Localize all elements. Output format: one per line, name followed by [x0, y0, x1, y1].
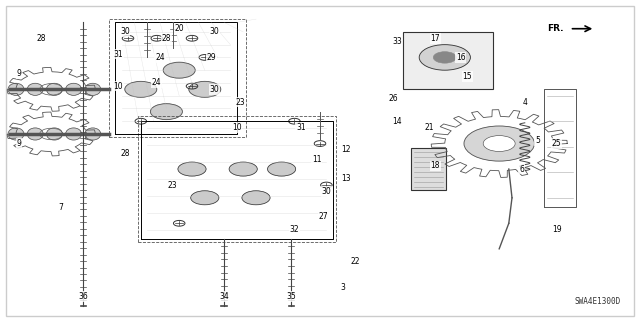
Text: 36: 36: [78, 292, 88, 301]
Text: 31: 31: [296, 123, 306, 132]
Text: 15: 15: [462, 72, 472, 81]
Text: 26: 26: [388, 94, 399, 103]
Text: 4: 4: [522, 98, 527, 107]
Text: 16: 16: [456, 53, 466, 62]
Text: 10: 10: [113, 82, 124, 91]
Text: 10: 10: [232, 123, 242, 132]
Text: 9: 9: [17, 69, 22, 78]
Text: 28: 28: [120, 149, 129, 158]
Text: 3: 3: [340, 283, 345, 292]
Text: 24: 24: [155, 53, 165, 62]
Circle shape: [150, 104, 182, 120]
Text: 22: 22: [351, 257, 360, 266]
Text: 34: 34: [219, 292, 229, 301]
Bar: [403, 32, 493, 89]
Text: 33: 33: [392, 37, 402, 46]
Text: 25: 25: [552, 139, 562, 148]
Text: 35: 35: [286, 292, 296, 301]
Ellipse shape: [84, 83, 101, 95]
Text: 18: 18: [431, 161, 440, 170]
Text: 14: 14: [392, 117, 402, 126]
Circle shape: [163, 62, 195, 78]
Circle shape: [40, 128, 63, 140]
Circle shape: [483, 136, 515, 152]
Text: 21: 21: [424, 123, 433, 132]
Text: 13: 13: [340, 174, 351, 183]
Ellipse shape: [47, 83, 63, 95]
Circle shape: [40, 84, 63, 95]
Text: 17: 17: [430, 34, 440, 43]
Text: 29: 29: [206, 53, 216, 62]
Text: 28: 28: [37, 34, 46, 43]
Text: 30: 30: [321, 187, 332, 196]
Text: 27: 27: [318, 212, 328, 221]
Ellipse shape: [8, 128, 24, 140]
Text: 20: 20: [174, 24, 184, 33]
Text: 12: 12: [341, 145, 350, 154]
Text: 19: 19: [552, 225, 562, 234]
Ellipse shape: [66, 128, 82, 140]
Bar: [138, 116, 336, 242]
Ellipse shape: [8, 83, 24, 95]
Ellipse shape: [66, 83, 82, 95]
Text: FR.: FR.: [547, 24, 563, 33]
Circle shape: [125, 81, 157, 97]
Bar: [109, 19, 246, 137]
Circle shape: [242, 191, 270, 205]
Ellipse shape: [28, 128, 44, 140]
Text: 9: 9: [17, 139, 22, 148]
Circle shape: [189, 81, 221, 97]
Text: 30: 30: [120, 27, 130, 36]
Circle shape: [464, 126, 534, 161]
Circle shape: [419, 45, 470, 70]
Ellipse shape: [28, 83, 44, 95]
Text: 5: 5: [535, 136, 540, 145]
Ellipse shape: [47, 128, 63, 140]
Text: 30: 30: [209, 27, 220, 36]
Text: 6: 6: [519, 165, 524, 174]
Text: 31: 31: [113, 50, 124, 59]
Circle shape: [433, 52, 456, 63]
Text: 30: 30: [209, 85, 220, 94]
Text: 28: 28: [162, 34, 171, 43]
Text: 23: 23: [168, 181, 178, 189]
Text: 23: 23: [235, 98, 245, 107]
Ellipse shape: [84, 128, 101, 140]
Text: 11: 11: [312, 155, 321, 164]
Circle shape: [229, 162, 257, 176]
Circle shape: [191, 191, 219, 205]
Circle shape: [178, 162, 206, 176]
Text: 24: 24: [152, 78, 162, 87]
Text: 32: 32: [289, 225, 300, 234]
Circle shape: [268, 162, 296, 176]
Bar: [412, 148, 447, 190]
Text: 7: 7: [58, 203, 63, 212]
Text: SWA4E1300D: SWA4E1300D: [575, 297, 621, 306]
